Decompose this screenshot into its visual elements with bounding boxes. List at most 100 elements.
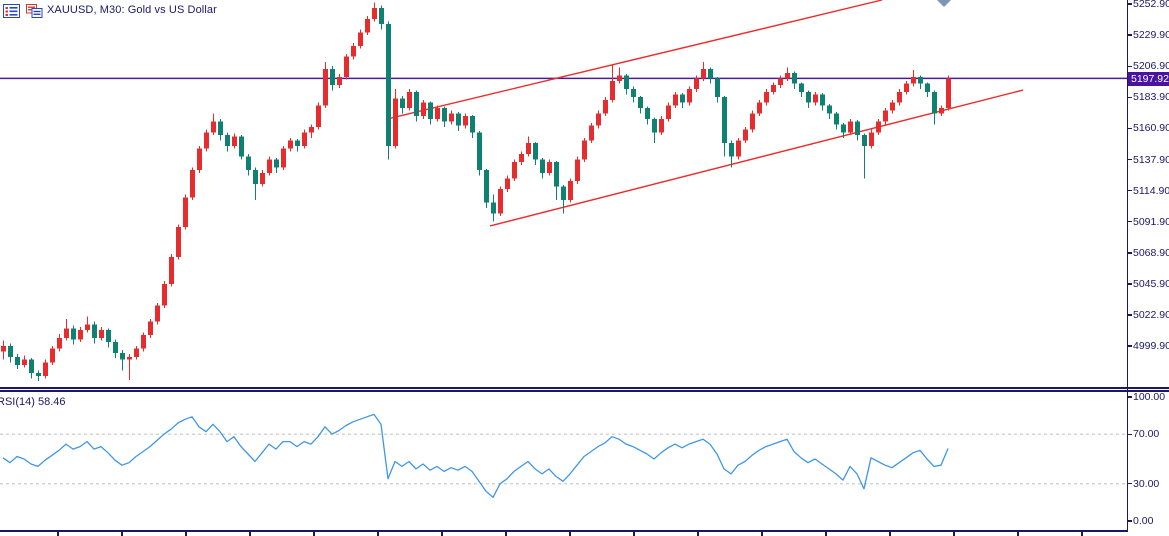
chart-windows-icon [26,4,43,18]
price-tick [1127,158,1132,161]
rsi-line [2,413,949,499]
candle-body [575,159,580,182]
price-axis-label: 5068.90 [1133,246,1169,259]
candle-body [379,7,384,25]
candle-body [771,85,776,92]
candle-body [246,156,251,171]
candle-body [204,132,209,149]
candle-body [904,83,909,92]
time-tick [377,531,379,536]
arrow-down-marker[interactable] [937,0,951,7]
candle-body [274,159,279,168]
rsi-axis-label: 30.00 [1133,477,1160,490]
candle-body [400,98,405,109]
candle-body [701,68,706,79]
candle-body [925,83,930,92]
candle-body [757,102,762,114]
candle-body [603,99,608,114]
candle-body [666,105,671,119]
candle-body [736,140,741,157]
price-tick [1127,314,1132,316]
time-tick [313,531,315,536]
candle-body [120,352,125,360]
candle-body [267,159,272,173]
window-separator-line-top[interactable] [0,387,1169,389]
window-separator-line-bottom[interactable] [0,390,1169,392]
candle-body [491,202,496,214]
candle-body [841,124,846,133]
price-axis-label: 5206.90 [1133,60,1169,73]
candle-body [414,91,419,117]
candle-body [813,94,818,103]
candle-body [407,91,412,109]
candle-body [225,135,230,146]
candle-body [673,94,678,106]
time-tick [441,531,443,536]
candle-body [99,329,104,338]
candle-body [911,76,916,84]
time-tick [57,531,59,536]
candle-body [610,80,615,100]
time-tick [697,531,699,536]
candle-body [743,129,748,141]
candle-body [323,68,328,106]
candle-body [351,45,356,57]
time-tick [185,531,187,536]
chart-list-icon [3,4,20,18]
candle-body [113,341,118,353]
candle-body [232,136,237,146]
candle-body [792,72,797,84]
time-tick [889,531,891,536]
candle-body [106,329,111,342]
candle-body [393,98,398,146]
candle-body [750,113,755,130]
rsi-tick [1127,396,1132,398]
time-tick [569,531,571,536]
candle-body [470,116,475,133]
candle-body [197,148,202,171]
candle-body [190,170,195,198]
candle-body [589,125,594,141]
candle-body [484,170,489,203]
time-tick [249,531,251,536]
candle-body [428,102,433,119]
candle-body [85,324,90,330]
candle-body [50,348,55,363]
price-tick [1127,3,1132,5]
rsi-chart-canvas[interactable] [0,392,1127,531]
candle-body [344,56,349,77]
candle-body [582,140,587,160]
time-scale[interactable] [0,530,1128,532]
candle-body [547,162,552,173]
price-axis-label: 5114.90 [1133,184,1169,197]
candle-body [15,356,20,365]
rsi-tick [1127,483,1132,485]
upper-channel-line[interactable] [390,0,883,119]
candle-body [820,94,825,106]
price-axis-label: 5091.90 [1133,215,1169,228]
candle-body [302,132,307,146]
candle-body [939,108,944,114]
price-tick [1127,283,1132,285]
candle-body [638,97,643,109]
candle-body [134,348,139,357]
price-tick [1127,34,1132,36]
candle-body [29,359,34,374]
candle-body [876,121,881,133]
price-chart-canvas[interactable] [0,0,1127,387]
candle-body [729,143,734,157]
bid-price-badge: 5197.92 [1128,71,1169,86]
price-tick [1127,345,1132,347]
price-tick [1127,96,1132,99]
candle-body [554,162,559,187]
candle-body [92,324,97,338]
candle-body [687,89,692,103]
price-tick [1127,127,1132,130]
rsi-axis-label: 70.00 [1133,428,1160,441]
candle-body [141,335,146,349]
price-axis-label: 5160.90 [1133,122,1169,135]
candle-body [862,135,867,146]
price-axis-label: 5045.90 [1133,277,1169,290]
candle-body [260,172,265,184]
candle-body [785,72,790,79]
